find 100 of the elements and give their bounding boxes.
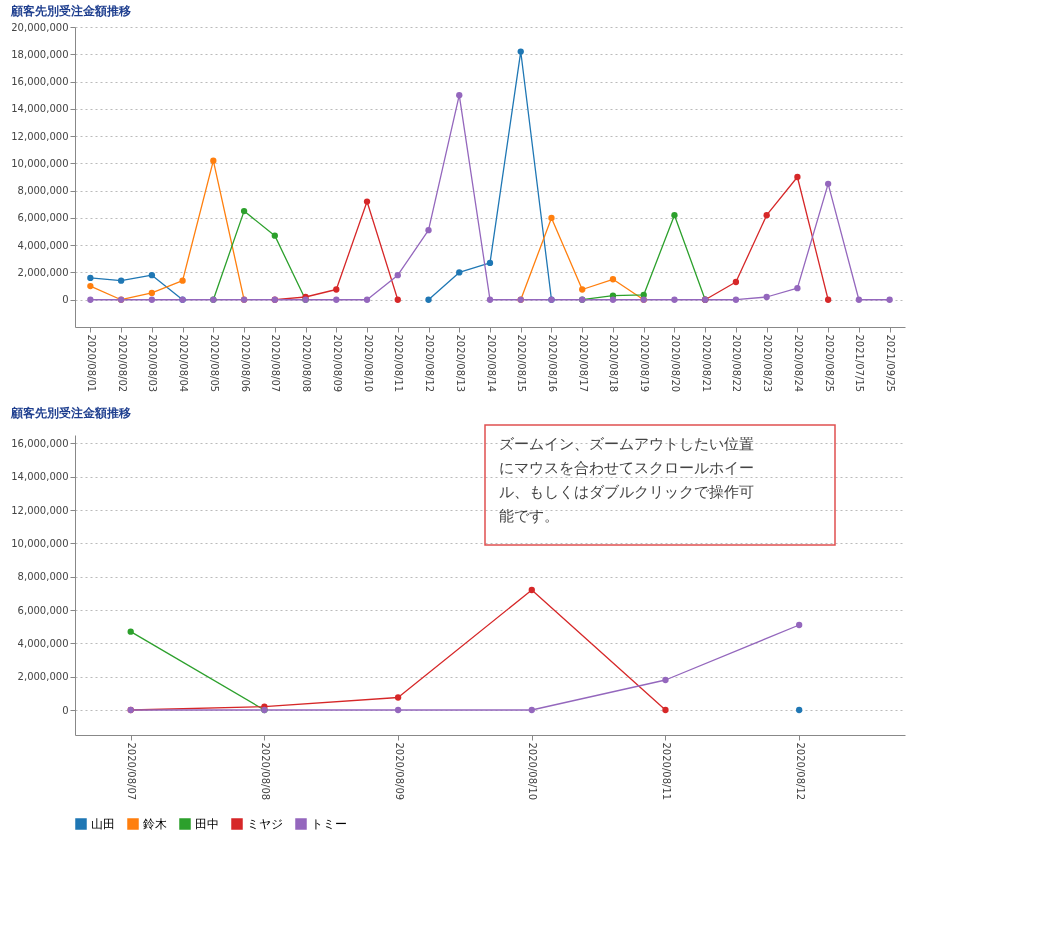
point bbox=[210, 157, 217, 164]
point bbox=[271, 232, 278, 239]
x-tick-label: 2020/08/23 bbox=[762, 334, 774, 393]
legend-label: ミヤジ bbox=[247, 817, 283, 831]
x-tick-label: 2020/08/07 bbox=[126, 742, 138, 801]
y-tick-label: 6,000,000 bbox=[17, 212, 69, 224]
point bbox=[855, 296, 863, 303]
x-tick-label: 2021/09/25 bbox=[885, 334, 897, 393]
point bbox=[394, 296, 401, 303]
x-tick-label: 2020/08/19 bbox=[639, 334, 651, 393]
x-tick-label: 2020/08/09 bbox=[393, 742, 405, 801]
point bbox=[425, 296, 432, 303]
x-tick-label: 2020/08/20 bbox=[669, 334, 681, 393]
point bbox=[794, 173, 801, 181]
x-tick-label: 2020/08/24 bbox=[792, 334, 804, 393]
point bbox=[640, 291, 647, 299]
x-tick-label: 2020/08/12 bbox=[424, 334, 436, 393]
point bbox=[579, 286, 586, 293]
point bbox=[87, 296, 94, 303]
y-tick-label: 10,000,000 bbox=[11, 537, 69, 549]
point bbox=[240, 207, 248, 215]
point bbox=[486, 259, 494, 267]
point bbox=[824, 180, 832, 187]
point bbox=[732, 296, 740, 303]
point bbox=[662, 706, 669, 714]
x-tick-label: 2020/08/25 bbox=[823, 334, 835, 393]
point bbox=[662, 676, 669, 684]
point bbox=[486, 296, 494, 303]
point bbox=[117, 277, 125, 284]
y-tick-label: 4,000,000 bbox=[17, 637, 69, 649]
chart-title: 顧客先別受注金額推移 bbox=[9, 4, 131, 18]
y-tick-label: 8,000,000 bbox=[17, 185, 69, 197]
point bbox=[763, 212, 770, 219]
x-tick-label: 2020/08/16 bbox=[546, 334, 558, 393]
point bbox=[609, 296, 617, 303]
y-tick-label: 16,000,000 bbox=[11, 76, 69, 88]
point bbox=[87, 274, 94, 282]
y-tick-label: 20,000,000 bbox=[11, 21, 69, 33]
y-tick-label: 14,000,000 bbox=[11, 471, 69, 483]
point bbox=[824, 296, 832, 303]
x-tick-label: 2020/08/12 bbox=[794, 742, 806, 801]
x-tick-label: 2020/08/04 bbox=[178, 334, 190, 393]
y-tick-label: 12,000,000 bbox=[11, 504, 69, 516]
x-tick-label: 2020/08/17 bbox=[577, 334, 589, 393]
x-tick-label: 2020/08/15 bbox=[516, 334, 528, 393]
x-tick-label: 2020/08/08 bbox=[259, 742, 271, 801]
y-tick-label: 0 bbox=[62, 704, 69, 716]
y-tick-label: 6,000,000 bbox=[17, 604, 69, 616]
x-tick-label: 2021/07/15 bbox=[854, 334, 866, 393]
x-tick-label: 2020/08/02 bbox=[116, 334, 128, 393]
y-tick-label: 14,000,000 bbox=[11, 103, 69, 115]
point bbox=[886, 296, 893, 303]
y-tick-label: 4,000,000 bbox=[17, 239, 69, 251]
point bbox=[671, 296, 678, 303]
point bbox=[333, 286, 340, 293]
legend-label: 田中 bbox=[195, 817, 219, 831]
legend-label: 鈴木 bbox=[143, 817, 167, 831]
legend-label: 山田 bbox=[91, 817, 115, 831]
point bbox=[363, 296, 371, 303]
point bbox=[528, 586, 535, 594]
x-tick-label: 2020/08/10 bbox=[527, 742, 539, 801]
point bbox=[794, 284, 801, 292]
x-tick-label: 2020/08/11 bbox=[660, 742, 672, 801]
annotation: ズームイン、ズームアウトしたい位置にマウスを合わせてスクロールホイール、もしくはダブルクリックで操作可能です。 bbox=[499, 435, 754, 525]
y-tick-label: 10,000,000 bbox=[11, 157, 69, 169]
point bbox=[796, 621, 803, 629]
x-tick-label: 2020/08/01 bbox=[85, 334, 97, 393]
point bbox=[394, 272, 401, 279]
x-tick-label: 2020/08/14 bbox=[485, 334, 497, 393]
point bbox=[127, 628, 134, 635]
x-tick-label: 2020/08/03 bbox=[147, 334, 159, 393]
x-tick-label: 2020/08/10 bbox=[362, 334, 374, 393]
x-tick-label: 2020/08/11 bbox=[393, 334, 405, 393]
x-tick-label: 2020/08/22 bbox=[731, 334, 743, 393]
y-tick-label: 2,000,000 bbox=[17, 266, 69, 278]
y-tick-label: 2,000,000 bbox=[17, 671, 69, 683]
point bbox=[148, 289, 156, 297]
point bbox=[179, 277, 186, 284]
y-tick-label: 16,000,000 bbox=[11, 437, 69, 449]
point bbox=[425, 227, 432, 234]
y-tick-label: 8,000,000 bbox=[17, 571, 69, 583]
point bbox=[609, 276, 617, 283]
legend-label: トミー bbox=[311, 817, 347, 831]
point bbox=[671, 212, 678, 219]
point bbox=[763, 293, 770, 301]
x-tick-label: 2020/08/09 bbox=[331, 334, 343, 393]
point bbox=[87, 282, 94, 290]
y-tick-label: 12,000,000 bbox=[11, 130, 69, 142]
point bbox=[363, 198, 371, 205]
point bbox=[394, 706, 402, 714]
chart-title: 顧客先別受注金額推移 bbox=[9, 406, 131, 421]
x-tick-label: 2020/08/21 bbox=[700, 334, 712, 393]
x-tick-label: 2020/08/13 bbox=[454, 334, 466, 393]
x-tick-label: 2020/08/06 bbox=[239, 334, 251, 393]
x-tick-label: 2020/08/08 bbox=[301, 334, 313, 393]
point bbox=[148, 296, 156, 303]
point bbox=[528, 706, 535, 714]
point bbox=[456, 92, 463, 99]
point bbox=[333, 296, 340, 303]
y-tick-label: 0 bbox=[62, 294, 69, 306]
